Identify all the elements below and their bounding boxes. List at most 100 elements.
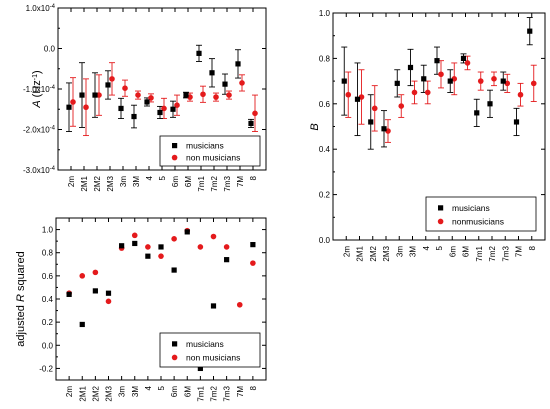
x-tick-label: 4 xyxy=(422,245,431,250)
point-non-musicians xyxy=(250,260,256,266)
point-musicians xyxy=(527,28,533,34)
point-musicians xyxy=(196,50,202,56)
legend-marker-musicians xyxy=(438,205,444,211)
point-non-musicians xyxy=(92,269,99,276)
legend: musicians non musicians xyxy=(159,135,261,167)
legend-marker-musicians xyxy=(172,341,178,347)
chart-3: 2m 2M1 2M2 2M3 3m 3M 4 5 6m 6M 7m1 7m2 7m3 7M 8 -0.2 0.0… xyxy=(15,217,267,402)
point-musicians xyxy=(434,58,440,64)
point-musicians xyxy=(92,288,98,294)
point-non-musicians xyxy=(122,85,128,91)
x-tick-label: 2M2 xyxy=(93,175,102,191)
legend-label-musicians: musicians xyxy=(186,339,224,349)
y-tick-label: 0.2 xyxy=(42,318,54,327)
point-musicians xyxy=(66,104,72,110)
x-tick-label: 2m xyxy=(67,176,76,187)
x-tick-label: 7M xyxy=(236,176,245,187)
x-tick-label: 2M2 xyxy=(369,245,378,261)
x-tick-label: 2M1 xyxy=(78,385,87,401)
point-musicians xyxy=(92,92,98,98)
legend-label-non-musicians: non musicians xyxy=(186,153,240,163)
point-non-musicians xyxy=(135,92,141,98)
point-musicians xyxy=(79,321,85,328)
point-musicians xyxy=(248,120,254,127)
point-musicians xyxy=(119,243,125,249)
point-musicians xyxy=(235,61,241,67)
x-tick-label: 7m1 xyxy=(196,385,205,401)
point-non-musicians xyxy=(345,91,352,98)
y-tick-label: 1.0 xyxy=(319,9,331,18)
point-musicians xyxy=(447,78,453,84)
point-non-musicians xyxy=(213,94,219,100)
x-tick-label: 7m2 xyxy=(488,245,497,261)
y-axis-label: A(Hz-1) xyxy=(31,70,43,108)
point-non-musicians xyxy=(424,89,431,96)
point-musicians xyxy=(144,99,150,105)
point-non-musicians xyxy=(438,71,444,78)
x-tick-label: 7M xyxy=(236,386,245,397)
y-tick-label: 0.6 xyxy=(319,100,331,109)
x-tick-label: 8 xyxy=(249,385,258,390)
legend-box xyxy=(425,196,537,232)
y-tick-label: 0.4 xyxy=(319,145,331,154)
x-tick-label: 2M1 xyxy=(80,175,89,191)
x-tick-label: 2M3 xyxy=(382,245,391,261)
point-musicians xyxy=(421,76,427,82)
x-tick-label: 6m xyxy=(171,176,180,187)
y-tick-label: 0.2 xyxy=(319,191,331,200)
x-tick-label: 6M xyxy=(183,386,192,397)
x-tick-label: 5 xyxy=(435,245,444,250)
legend-box xyxy=(159,135,261,167)
point-non-musicians xyxy=(491,76,497,82)
point-musicians xyxy=(105,82,111,88)
point-musicians xyxy=(460,55,467,61)
point-non-musicians xyxy=(530,80,537,87)
point-non-musicians xyxy=(171,236,177,242)
point-musicians xyxy=(222,81,228,87)
x-tick-label: 7m2 xyxy=(210,385,219,401)
x-tick-label: 3m xyxy=(395,246,404,257)
x-tick-label: 6m xyxy=(448,246,457,257)
point-musicians xyxy=(131,113,137,120)
x-tick-label: 3M xyxy=(131,386,140,397)
point-musicians xyxy=(381,126,387,132)
legend-marker-musicians xyxy=(172,143,178,149)
point-musicians xyxy=(474,110,480,116)
y-tick-label: 0.0 xyxy=(44,45,56,54)
point-musicians xyxy=(158,244,164,250)
point-non-musicians xyxy=(79,273,86,279)
point-non-musicians xyxy=(477,78,484,84)
y-tick-label: 0.8 xyxy=(42,249,54,258)
x-tick-label: 6m xyxy=(170,386,179,397)
legend: musicians non musicians xyxy=(159,332,261,368)
point-musicians xyxy=(513,119,520,125)
y-tick-label: 0.6 xyxy=(42,272,54,281)
point-musicians xyxy=(210,303,217,309)
x-tick-label: 7m1 xyxy=(475,245,484,261)
point-non-musicians xyxy=(187,94,193,100)
point-musicians xyxy=(170,106,176,112)
point-non-musicians xyxy=(148,95,154,101)
x-tick-label: 2M2 xyxy=(91,385,100,401)
point-non-musicians xyxy=(226,92,232,98)
chart-2: 2m 2M1 2M2 2M3 3m 3M 4 5 6m 6M 7m1 7m2 7m3 7M 8 0.0 0.2 0… xyxy=(309,9,546,262)
x-tick-label: 3m xyxy=(119,176,128,187)
chart-1: 2m 2M1 2M2 2M3 3m 3M 4 5 6m 6M 7m1 7m2 7m3 7M 8 1.0x10-… xyxy=(23,4,267,192)
x-tick-label: 2m xyxy=(65,386,74,397)
x-tick-label: 7m3 xyxy=(223,385,232,401)
point-non-musicians xyxy=(210,233,217,240)
point-musicians xyxy=(407,64,414,71)
x-tick-label: 7M xyxy=(515,246,524,257)
point-non-musicians xyxy=(464,60,471,66)
y-tick-label: 1.0x10-4 xyxy=(26,4,56,13)
legend-label-non-musicians: non musicians xyxy=(186,352,240,362)
legend-box xyxy=(159,332,261,368)
x-tick-label: 7m3 xyxy=(223,175,232,191)
x-tick-label: 5 xyxy=(158,175,167,180)
x-tick-label: 3M xyxy=(132,176,141,187)
y-tick-label: -1.0x10-4 xyxy=(23,85,56,94)
point-non-musicians xyxy=(70,99,76,105)
y-tick-label: 0.8 xyxy=(319,54,331,63)
x-tick-label: 5 xyxy=(157,385,166,390)
